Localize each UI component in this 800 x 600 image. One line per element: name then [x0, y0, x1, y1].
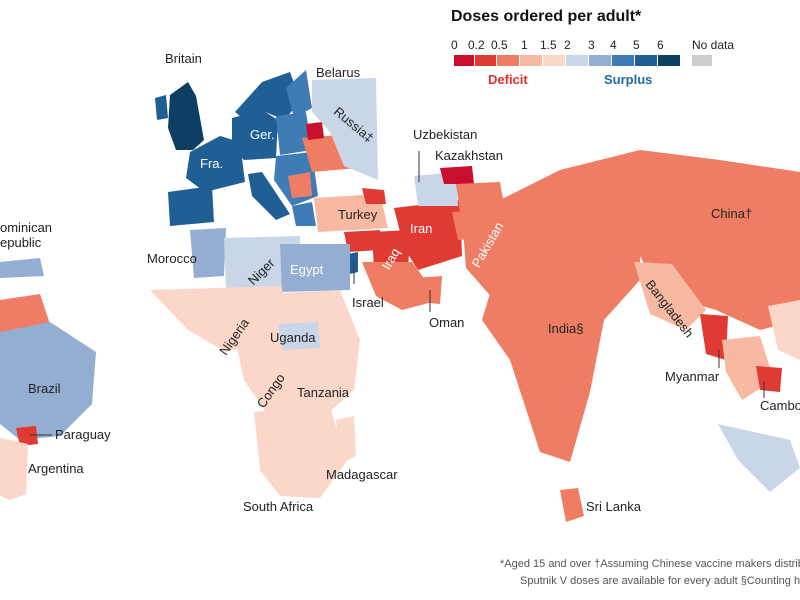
- britain-shape: [168, 82, 204, 150]
- label-uzbekistan: Uzbekistan: [413, 127, 478, 142]
- legend-tick-9: 6: [657, 38, 664, 52]
- label-cambodia: Cambo: [760, 398, 800, 413]
- finland-shape: [286, 70, 312, 118]
- label-kazakhstan: Kazakhstan: [435, 148, 503, 163]
- label-israel: Israel: [352, 295, 384, 310]
- brazil-shape: [0, 322, 96, 440]
- label-tanzania: Tanzania: [297, 385, 350, 400]
- india-shape: [482, 170, 640, 462]
- belarus-shape: [306, 122, 324, 140]
- legend-swatch-0: [454, 55, 474, 66]
- central-africa-shape: [226, 290, 360, 420]
- legend-tick-1: 0.2: [468, 38, 485, 52]
- greece-shape: [292, 202, 316, 226]
- legend-swatch-3: [520, 55, 542, 66]
- legend-tick-2: 0.5: [491, 38, 508, 52]
- madagascar-shape: [336, 416, 356, 464]
- morocco-shape: [190, 228, 226, 278]
- bangladesh-shape: [634, 262, 706, 330]
- label-germany: Ger.: [250, 127, 275, 142]
- legend-swatch-9: [658, 55, 680, 66]
- argentina-shape: [0, 438, 28, 500]
- legend-swatch-8: [635, 55, 657, 66]
- label-china: China†: [711, 206, 753, 221]
- label-dominican-1: ominican: [0, 220, 53, 235]
- legend-tick-5: 2: [564, 38, 571, 52]
- legend-tick-7: 4: [610, 38, 617, 52]
- legend-swatch-7: [612, 55, 634, 66]
- cambodia-shape: [756, 366, 782, 392]
- label-uganda: Uganda: [270, 330, 316, 345]
- legend-tick-4: 1.5: [540, 38, 557, 52]
- label-sri-lanka: Sri Lanka: [586, 499, 641, 514]
- footnote-line-2: Sputnik V doses are available for every …: [520, 575, 800, 587]
- label-turkey: Turkey: [338, 207, 378, 222]
- legend-deficit: Deficit: [488, 72, 528, 87]
- label-brazil: Brazil: [28, 381, 61, 396]
- iran-shape: [394, 200, 462, 270]
- label-india: India§: [548, 321, 584, 336]
- legend-no-data: No data: [692, 38, 735, 52]
- legend-tick-6: 3: [588, 38, 595, 52]
- label-myanmar: Myanmar: [665, 369, 720, 384]
- label-belarus: Belarus: [316, 65, 361, 80]
- label-madagascar: Madagascar: [326, 467, 398, 482]
- paraguay-shape: [16, 426, 38, 446]
- vietnam-shape: [768, 300, 800, 360]
- kazakhstan-shape: [440, 166, 474, 184]
- israel-shape: [348, 252, 358, 274]
- legend-swatch-5: [566, 55, 588, 66]
- label-dominican-2: epublic: [0, 235, 42, 250]
- legend-tick-0: 0: [451, 38, 458, 52]
- label-oman: Oman: [429, 315, 465, 330]
- label-egypt: Egypt: [290, 262, 324, 277]
- ireland-shape: [155, 95, 168, 120]
- iberia-shape: [168, 186, 214, 226]
- italy-shape: [248, 172, 290, 220]
- footnote-line-1: *Aged 15 and over †Assuming Chinese vacc…: [500, 558, 800, 570]
- scandinavia-shape: [235, 72, 300, 124]
- legend-swatch-1: [475, 55, 496, 66]
- legend-title: Doses ordered per adult*: [451, 8, 642, 25]
- indonesia-shape: [718, 424, 800, 492]
- germany-shape: [232, 110, 278, 160]
- legend-swatch-2: [497, 55, 519, 66]
- label-britain: Britain: [165, 51, 202, 66]
- romania-shape: [288, 172, 312, 198]
- legend-tick-3: 1: [521, 38, 528, 52]
- myanmar-shape: [700, 314, 728, 360]
- oman-shape: [414, 276, 442, 304]
- southern-africa-shape: [254, 406, 346, 498]
- egypt-shape: [280, 244, 350, 292]
- poland-shape: [276, 112, 312, 155]
- label-argentina: Argentina: [28, 461, 84, 476]
- label-iran: Iran: [410, 221, 433, 236]
- label-paraguay: Paraguay: [55, 427, 111, 442]
- caucasus-shape: [362, 188, 386, 204]
- china-shape: [560, 150, 800, 330]
- label-morocco: Morocco: [147, 251, 197, 266]
- iraq-shape: [372, 230, 410, 272]
- legend-swatch-6: [589, 55, 611, 66]
- label-france: Fra.: [200, 156, 224, 171]
- legend-tick-8: 5: [633, 38, 640, 52]
- label-south-africa: South Africa: [243, 499, 314, 514]
- uganda-shape: [278, 322, 320, 350]
- france-shape: [186, 136, 245, 192]
- legend-swatch-10: [692, 55, 712, 66]
- russia-shape: [312, 78, 378, 180]
- legend-swatch-4: [543, 55, 565, 66]
- legend-surplus: Surplus: [604, 72, 653, 87]
- syria-shape: [344, 230, 380, 252]
- sri-lanka-shape: [560, 488, 584, 522]
- caribbean-shape: [0, 258, 44, 278]
